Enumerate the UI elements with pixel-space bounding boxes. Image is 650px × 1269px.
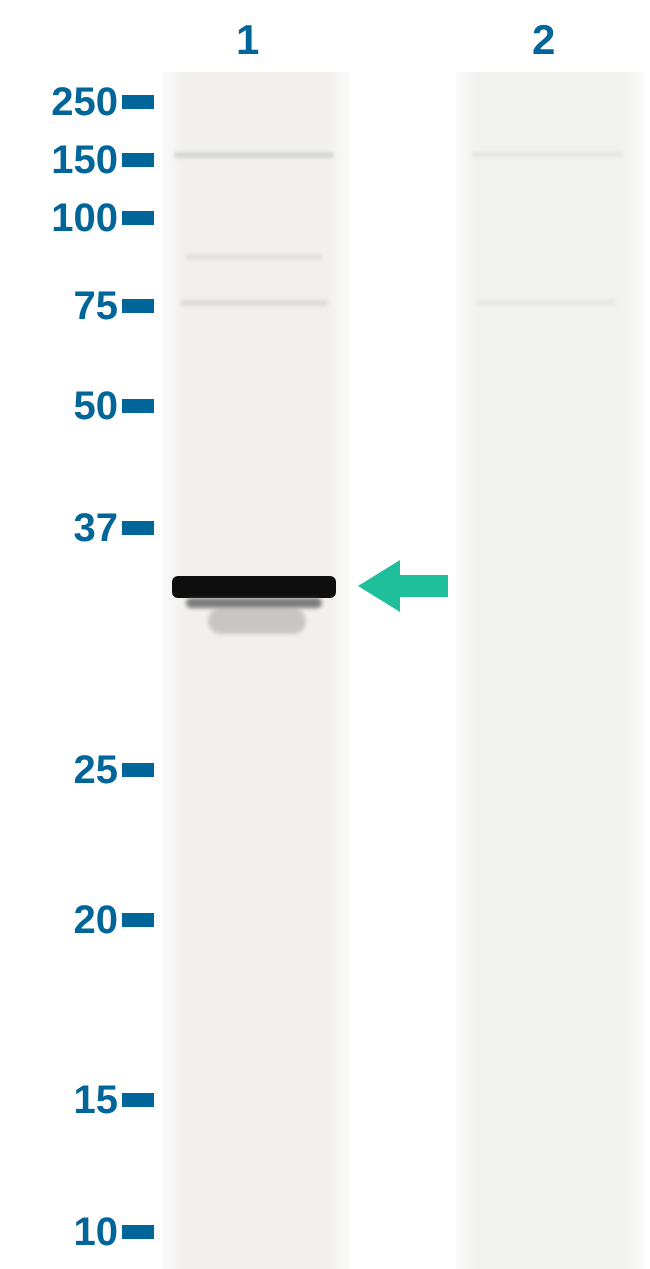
blot-canvas: 1225015010075503725201510 [0,0,650,1269]
target-band-arrow-icon [0,0,650,1269]
